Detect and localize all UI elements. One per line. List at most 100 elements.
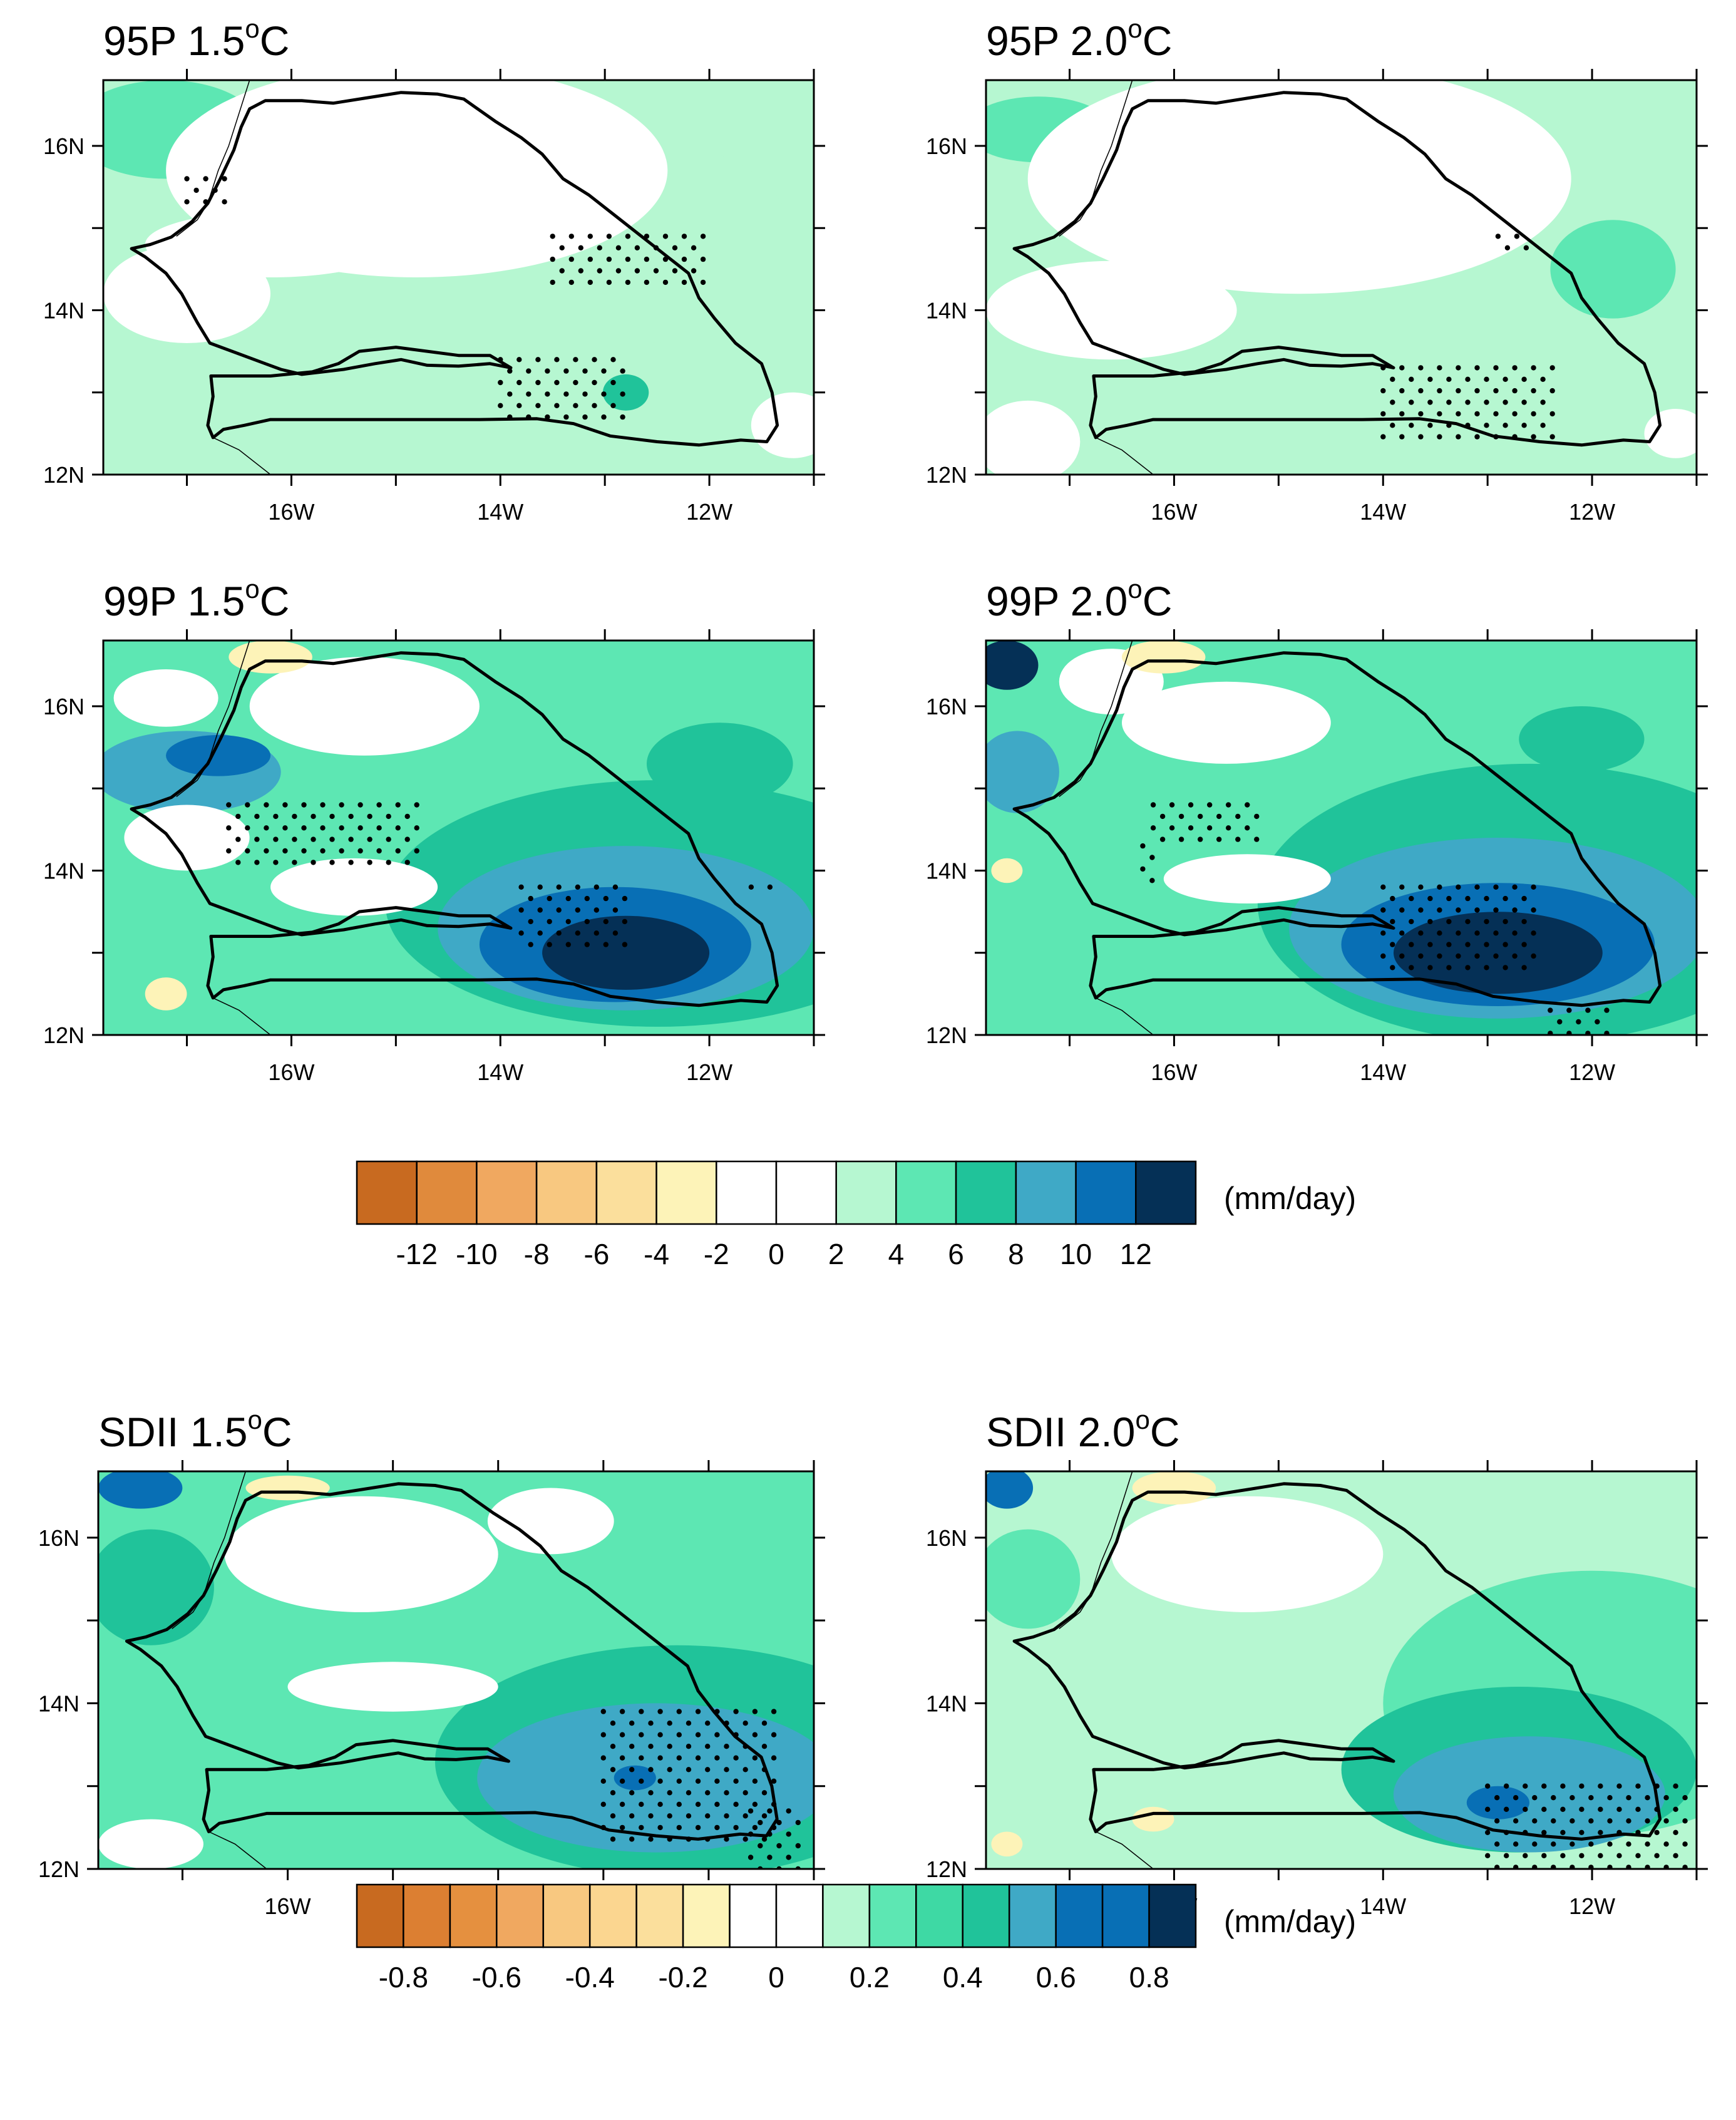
- stipple-dot: [1465, 918, 1471, 925]
- stipple-dot: [771, 1778, 777, 1784]
- colorbar-box: [1101, 1883, 1150, 1948]
- stipple-dot: [1541, 1829, 1547, 1835]
- map-panel: 16W 14W 12W 16N 14N 12N 99P 1.5oC: [43, 574, 825, 1085]
- stipple-dot: [620, 391, 625, 397]
- stipple-dot: [550, 256, 555, 262]
- stipple-dot: [1169, 825, 1175, 831]
- stipple-dot: [1579, 1853, 1584, 1858]
- stipple-dot: [619, 1755, 625, 1761]
- contour-region: [1519, 706, 1645, 772]
- stipple-dot: [1427, 965, 1433, 970]
- stipple-dot: [1390, 895, 1395, 902]
- stipple-dot: [1418, 388, 1424, 394]
- stipple-dot: [339, 848, 344, 854]
- stipple-dot: [1569, 1818, 1575, 1824]
- x-tick-label: 16W: [265, 1893, 311, 1919]
- y-tick-label: 16N: [38, 1525, 80, 1551]
- colorbar-tick-label: -0.6: [472, 1961, 521, 1994]
- stipple-dot: [1207, 825, 1213, 831]
- stipple-dot: [648, 1744, 654, 1749]
- stipple-dot: [676, 1824, 682, 1831]
- stipple-dot: [1446, 942, 1452, 947]
- stipple-dot: [535, 357, 541, 363]
- x-tick-label: 14W: [477, 499, 523, 525]
- stipple-dot: [1399, 907, 1405, 913]
- stipple-dot: [686, 1813, 692, 1819]
- stipple-dot: [1521, 895, 1527, 902]
- stipple-dot: [498, 357, 503, 363]
- stipple-dot: [761, 1836, 768, 1842]
- stipple-dot: [1456, 884, 1461, 890]
- colorbar-tick-label: -4: [644, 1238, 669, 1270]
- stipple-dot: [498, 403, 503, 408]
- stipple-dot: [771, 1801, 777, 1807]
- panel-title: SDII 2.0oC: [986, 1405, 1179, 1455]
- stipple-dot: [1549, 365, 1555, 371]
- stipple-dot: [339, 825, 344, 831]
- colorbar-box: [588, 1883, 637, 1948]
- stipple-dot: [311, 813, 316, 820]
- stipple-dot: [1521, 423, 1527, 428]
- stipple-dot: [1531, 434, 1536, 440]
- stipple-dot: [752, 1755, 758, 1761]
- stipple-dot: [1390, 399, 1395, 405]
- x-tick-label: 14W: [477, 1059, 523, 1085]
- stipple-dot: [1427, 918, 1433, 925]
- stipple-dot: [226, 825, 232, 831]
- stipple-dot: [1399, 411, 1405, 417]
- stipple-dot: [771, 1755, 777, 1761]
- stipple-dot: [676, 1778, 682, 1784]
- stipple-dot: [547, 942, 552, 947]
- stipple-dot: [742, 1836, 748, 1842]
- stipple-dot: [714, 1801, 720, 1807]
- stipple-dot: [667, 1721, 672, 1726]
- stipple-dot: [1474, 411, 1480, 417]
- stipple-dot: [320, 825, 326, 831]
- stipple-dot: [603, 942, 609, 947]
- stipple-dot: [1484, 423, 1489, 428]
- stipple-dot: [1188, 802, 1194, 808]
- stipple-dot: [1149, 855, 1155, 860]
- stipple-dot: [1635, 1853, 1641, 1858]
- stipple-dot: [1598, 1829, 1603, 1835]
- stipple-dot: [752, 1709, 758, 1714]
- stipple-dot: [1484, 942, 1489, 947]
- stipple-dot: [254, 836, 260, 842]
- stipple-dot: [653, 245, 659, 250]
- stipple-dot: [1682, 1865, 1688, 1869]
- stipple-dot: [1502, 918, 1508, 925]
- stipple-dot: [537, 907, 543, 913]
- stipple-dot: [516, 403, 522, 408]
- significance-stippling: [226, 802, 773, 947]
- stipple-dot: [686, 1721, 692, 1726]
- stipple-dot: [1465, 423, 1471, 428]
- stipple-dot: [676, 1801, 682, 1807]
- contour-region: [647, 723, 793, 805]
- stipple-dot: [742, 1813, 748, 1819]
- stipple-dot: [657, 1709, 663, 1714]
- stipple-dot: [1560, 1783, 1566, 1789]
- stipple-dot: [1437, 930, 1442, 936]
- stipple-dot: [776, 1843, 782, 1849]
- stipple-dot: [547, 895, 552, 902]
- colorbar-tick-label: -8: [524, 1238, 550, 1270]
- stipple-dot: [786, 1855, 791, 1860]
- stipple-dot: [545, 368, 550, 374]
- stipple-dot: [554, 403, 560, 408]
- stipple-dot: [1595, 1019, 1600, 1025]
- stipple-dot: [705, 1836, 711, 1842]
- stipple-dot: [320, 802, 326, 808]
- stipple-dot: [1531, 388, 1536, 394]
- stipple-dot: [264, 825, 269, 831]
- stipple-dot: [1626, 1865, 1631, 1869]
- stipple-dot: [507, 391, 513, 397]
- stipple-dot: [264, 848, 269, 854]
- map-panel: 16W14W12W16N14N12NSDII 2.0oC: [926, 1405, 1708, 1919]
- y-tick-label: 16N: [926, 1525, 967, 1551]
- stipple-dot: [292, 813, 297, 820]
- stipple-dot: [700, 279, 706, 286]
- stipple-dot: [629, 1790, 635, 1796]
- map-panel: 16W 14W 12W 16N 14N 12N 95P 1.5oC: [43, 14, 825, 525]
- stipple-dot: [1494, 1818, 1500, 1824]
- stipple-dot: [1504, 1783, 1509, 1789]
